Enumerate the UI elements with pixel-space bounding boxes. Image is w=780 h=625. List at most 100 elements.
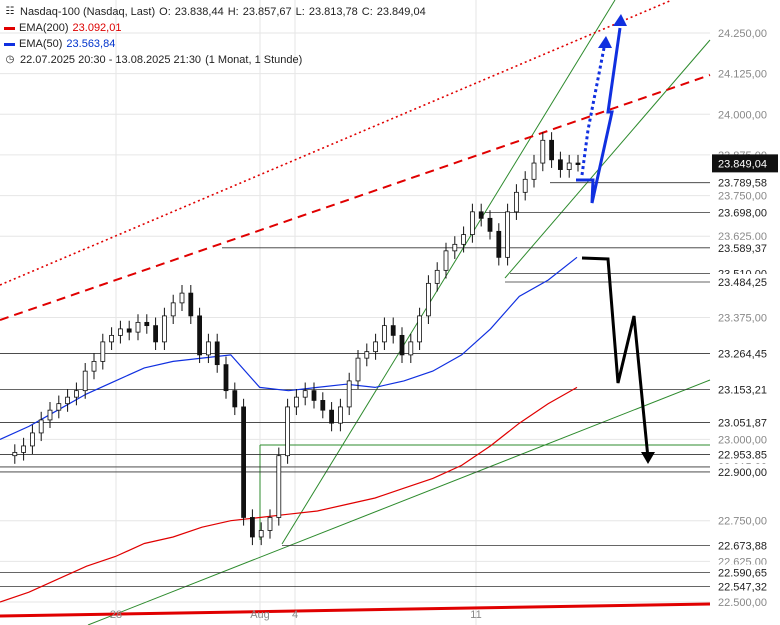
last-price-tag-bg	[712, 154, 778, 173]
y-tick-label: 22.750,00	[718, 516, 767, 528]
candle-body	[258, 530, 264, 538]
dotted-trendline	[0, 0, 673, 286]
candle-body	[153, 325, 159, 343]
channel-line-lower	[504, 39, 711, 279]
legend-close: 23.849,04	[376, 6, 426, 18]
y-tick-label: 23.000,00	[718, 434, 767, 446]
legend-high: 23.857,67	[242, 6, 292, 18]
candle-body	[329, 409, 335, 424]
channel-line-upper	[281, 0, 616, 545]
candle-body	[540, 139, 546, 164]
level-tag-bg	[712, 345, 778, 362]
ema200-line	[0, 386, 578, 603]
candle-body	[118, 328, 123, 336]
candle-body	[232, 390, 238, 408]
y-tick-label: 23.750,00	[718, 191, 767, 203]
candle-body	[390, 325, 396, 336]
candle-body	[381, 325, 387, 343]
candle-body	[522, 178, 528, 193]
candle-body	[126, 328, 132, 333]
legend-open: 23.838,44	[174, 6, 224, 18]
level-tag: 23.264,45	[718, 348, 767, 360]
candle-body	[241, 406, 247, 518]
x-tick-label: Aug	[250, 609, 270, 621]
legend-symbol: Nasdaq-100 (Nasdaq, Last)	[20, 6, 156, 18]
candle-body	[311, 390, 317, 401]
alt-bullish-arrow	[580, 47, 606, 176]
candle-body	[496, 230, 502, 258]
candle-body	[487, 217, 493, 232]
candle-body	[558, 159, 563, 170]
y-tick-label: 24.000,00	[718, 109, 767, 121]
level-tag-bg	[712, 381, 778, 398]
candle-body	[337, 406, 343, 424]
candle-body	[566, 162, 572, 170]
level-tag: 22.673,88	[718, 540, 767, 552]
legend-ema50-row[interactable]: EMA(50) 23.563,84	[4, 36, 426, 52]
candle-body	[469, 211, 475, 235]
legend-period: (1 Monat, 1 Stunde)	[205, 54, 303, 66]
candle-body	[285, 406, 291, 457]
candle-body	[197, 315, 203, 356]
candle-body	[29, 432, 35, 447]
legend-open-label: O:	[159, 6, 171, 18]
candle-body	[364, 351, 370, 359]
candle-body	[74, 390, 79, 398]
candle-body	[135, 321, 141, 333]
candle-body	[452, 243, 458, 252]
y-tick-label: 24.125,00	[718, 69, 767, 81]
candle-body	[267, 517, 273, 531]
level-tag: 22.900,00	[718, 467, 767, 479]
legend-low-label: L:	[295, 6, 305, 18]
candle-body	[346, 380, 352, 408]
level-tag: 23.789,58	[718, 178, 767, 190]
candle-body	[443, 250, 449, 271]
level-tag-bg	[712, 174, 778, 191]
legend: ☷ Nasdaq-100 (Nasdaq, Last) O: 23.838,44 …	[4, 4, 426, 68]
candle-body	[408, 341, 414, 356]
candle-body	[109, 334, 114, 343]
legend-high-label: H:	[227, 6, 239, 18]
candle-body	[223, 364, 229, 392]
bearish-arrowhead	[641, 452, 655, 464]
candle-body	[21, 445, 27, 453]
y-tick-label: 22.500,00	[718, 597, 767, 609]
x-tick-label: 28	[110, 609, 122, 621]
bullish-scenario-arrow	[576, 27, 622, 204]
bearish-scenario-arrow	[581, 256, 650, 459]
candle-body	[56, 403, 62, 411]
legend-low: 23.813,78	[308, 6, 358, 18]
candle-body	[161, 315, 167, 343]
legend-range: 22.07.2025 20:30 - 13.08.2025 21:30	[20, 54, 202, 66]
bottom-trendline	[0, 602, 711, 618]
candle-body	[214, 341, 220, 366]
candle-body	[434, 269, 440, 284]
candle-body	[12, 452, 18, 457]
support-trendline	[87, 379, 711, 625]
clock-icon: ◷	[5, 54, 15, 65]
candle-body	[170, 302, 176, 317]
legend-ema200-row[interactable]: EMA(200) 23.092,01	[4, 20, 426, 36]
legend-ema200-label: EMA(200)	[19, 22, 69, 34]
level-tag: 23.153,21	[718, 385, 767, 397]
candle-body	[100, 341, 106, 362]
candle-body	[179, 292, 185, 304]
ema50-line	[0, 256, 578, 440]
candle-body	[82, 370, 88, 392]
candle-body	[461, 234, 467, 245]
level-tag-bg	[712, 578, 778, 595]
level-tag-bg	[712, 463, 778, 480]
y-tick-label: 24.250,00	[718, 28, 767, 40]
candle-body	[188, 292, 194, 317]
candle-body	[505, 211, 511, 258]
candle-body	[205, 341, 211, 356]
last-price-tag: 23.849,04	[718, 158, 767, 170]
candle-body	[575, 162, 581, 165]
candle-body	[549, 139, 554, 161]
bullish-arrowhead	[613, 14, 627, 26]
level-tag: 22.547,32	[718, 582, 767, 594]
level-tag-bg	[712, 273, 778, 290]
level-tag: 23.484,25	[718, 277, 767, 289]
level-tag-bg	[712, 414, 778, 431]
